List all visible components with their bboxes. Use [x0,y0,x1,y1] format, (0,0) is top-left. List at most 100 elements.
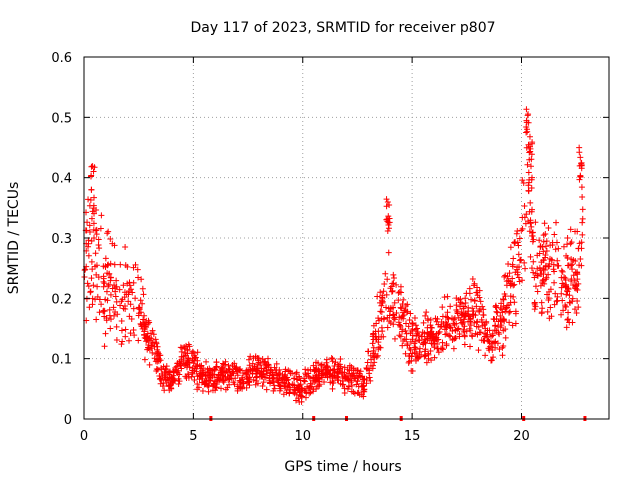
data-point [455,325,462,332]
data-point [307,383,314,390]
data-point [200,365,207,372]
data-point [354,367,361,374]
data-point [477,298,484,305]
data-point [271,382,278,389]
data-point [263,386,270,393]
data-point [543,238,550,245]
data-point [467,327,474,334]
data-point [157,375,164,382]
data-point [554,293,561,300]
data-point [543,274,550,281]
data-point [551,301,558,308]
data-point [85,196,92,203]
data-point [310,378,317,385]
data-point [502,334,509,341]
data-point [528,151,535,158]
data-point [409,320,416,327]
data-point [577,255,584,262]
data-point [523,144,530,151]
data-point [382,270,389,277]
data-point [374,293,381,300]
data-point [390,280,397,287]
data-point [531,299,538,306]
data-point [205,388,212,395]
data-point [390,315,397,322]
data-point [525,169,532,176]
data-point [474,318,481,325]
data-point [559,268,566,275]
data-point [468,332,475,339]
data-point [138,276,145,283]
data-point [310,388,317,395]
data-point [152,358,159,365]
data-point [375,333,382,340]
data-point [263,366,270,373]
data-point [304,367,311,374]
data-point [544,308,551,315]
data-point [280,379,287,386]
data-point [191,352,198,359]
data-point [249,360,256,367]
data-point [553,239,560,246]
data-point [488,343,495,350]
data-point [310,362,317,369]
data-point [534,288,541,295]
data-point [184,358,191,365]
data-point [385,225,392,232]
data-point [457,317,464,324]
data-point [177,361,184,368]
data-point [271,385,278,392]
data-point [112,288,119,295]
data-point [398,305,405,312]
data-point [189,370,196,377]
data-point [453,320,460,327]
data-point [574,228,581,235]
data-point [497,324,504,331]
data-point [489,347,496,354]
data-point [420,319,427,326]
data-point [541,280,548,287]
data-point [506,309,513,316]
data-point [396,289,403,296]
data-point [377,289,384,296]
data-point [111,312,118,319]
data-point [273,370,280,377]
data-point [273,360,280,367]
data-point [486,338,493,345]
data-point [213,381,220,388]
data-point [497,318,504,325]
data-point [129,289,136,296]
data-point [540,265,547,272]
data-point [578,165,585,172]
data-point [498,300,505,307]
data-point [453,306,460,313]
data-point [258,368,265,375]
data-point [471,319,478,326]
data-point [516,257,523,264]
data-point [207,374,214,381]
data-point [525,188,532,195]
data-point [512,320,519,327]
data-point [185,374,192,381]
data-point [571,306,578,313]
data-point [470,311,477,318]
data-point [82,266,89,273]
data-point [105,283,112,290]
data-point [528,174,535,181]
data-point [141,332,148,339]
data-point [509,275,516,282]
data-point [553,298,560,305]
data-point [337,355,344,362]
data-point [122,333,129,340]
data-point [182,373,189,380]
data-point [186,343,193,350]
data-point [391,335,398,342]
data-point [522,265,529,272]
data-point [107,316,114,323]
data-point [575,304,582,311]
data-point [264,355,271,362]
data-point [126,337,133,344]
data-point [213,363,220,370]
data-point [138,321,145,328]
data-point [175,381,182,388]
